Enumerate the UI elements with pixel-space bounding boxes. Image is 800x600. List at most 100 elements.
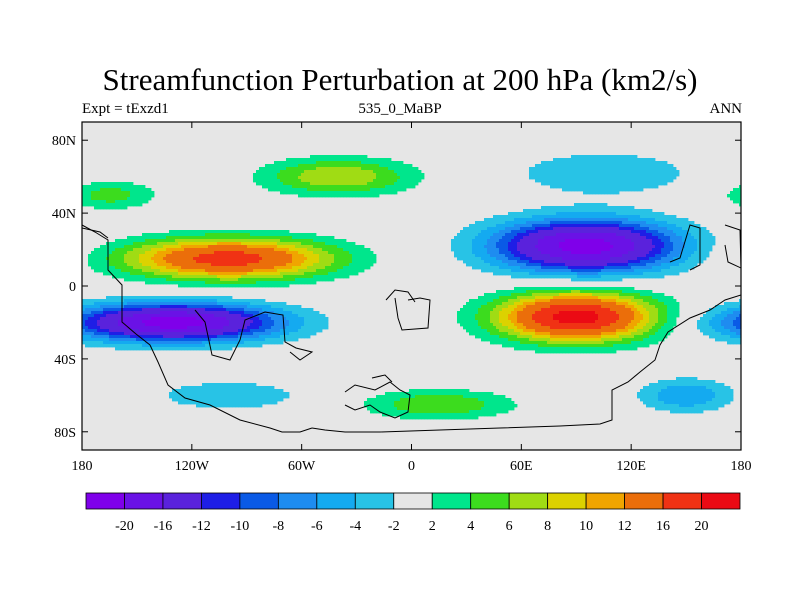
field-cell [409,404,413,408]
field-cell [478,401,482,405]
field-cell [154,299,158,303]
field-cell [163,305,167,309]
field-cell [430,389,434,393]
field-cell [508,263,512,267]
field-cell [514,272,518,276]
field-cell [229,248,233,252]
field-cell [208,269,212,273]
field-cell [295,242,299,246]
field-cell [199,230,203,234]
field-cell [166,263,170,267]
field-cell [166,296,170,300]
field-cell [103,314,107,318]
field-cell [412,416,416,420]
field-cell [202,341,206,345]
field-cell [172,344,176,348]
field-cell [277,248,281,252]
field-cell [142,242,146,246]
field-cell [322,314,326,318]
field-cell [145,260,149,264]
field-cell [124,203,128,207]
field-cell [139,275,143,279]
field-cell [286,392,290,396]
field-cell [94,194,98,198]
field-cell [139,245,143,249]
field-cell [184,395,188,399]
field-cell [265,314,269,318]
field-cell [94,185,98,189]
field-cell [226,317,230,321]
field-cell [130,260,134,264]
field-cell [160,233,164,237]
field-cell [91,344,95,348]
field-cell [316,260,320,264]
field-cell [415,407,419,411]
field-cell [181,347,185,351]
field-cell [343,239,347,243]
field-cell [253,173,257,177]
field-cell [385,167,389,171]
field-cell [292,332,296,336]
field-cell [175,395,179,399]
field-cell [178,329,182,333]
field-cell [484,296,488,300]
field-cell [292,182,296,186]
field-cell [331,170,335,174]
field-cell [190,341,194,345]
field-cell [226,242,230,246]
field-cell [292,317,296,321]
field-cell [172,272,176,276]
field-cell [127,266,131,270]
field-cell [193,395,197,399]
field-cell [130,347,134,351]
field-cell [202,395,206,399]
field-cell [475,413,479,417]
field-cell [508,236,512,240]
field-cell [274,314,278,318]
field-cell [148,248,152,252]
field-cell [190,278,194,282]
field-cell [325,260,329,264]
field-cell [490,236,494,240]
field-cell [436,392,440,396]
field-cell [448,401,452,405]
field-cell [148,233,152,237]
field-cell [385,398,389,402]
field-cell [466,416,470,420]
field-cell [283,392,287,396]
field-cell [250,341,254,345]
field-cell [175,341,179,345]
field-cell [319,161,323,165]
field-cell [292,308,296,312]
field-cell [361,251,365,255]
field-cell [520,248,524,252]
field-cell [493,233,497,237]
field-cell [136,242,140,246]
field-cell [220,323,224,327]
field-cell [457,257,461,261]
field-cell [361,176,365,180]
field-cell [352,263,356,267]
field-cell [325,257,329,261]
field-cell [493,269,497,273]
field-cell [304,281,308,285]
field-cell [127,263,131,267]
field-cell [331,185,335,189]
field-cell [193,386,197,390]
field-cell [196,323,200,327]
field-cell [139,299,143,303]
field-cell [469,314,473,318]
field-cell [148,191,152,195]
field-cell [295,338,299,342]
field-cell [328,242,332,246]
field-cell [160,278,164,282]
field-cell [289,245,293,249]
field-cell [451,416,455,420]
field-cell [127,269,131,273]
field-cell [331,251,335,255]
field-cell [214,323,218,327]
field-cell [373,179,377,183]
field-cell [244,386,248,390]
field-cell [268,281,272,285]
field-cell [520,269,524,273]
